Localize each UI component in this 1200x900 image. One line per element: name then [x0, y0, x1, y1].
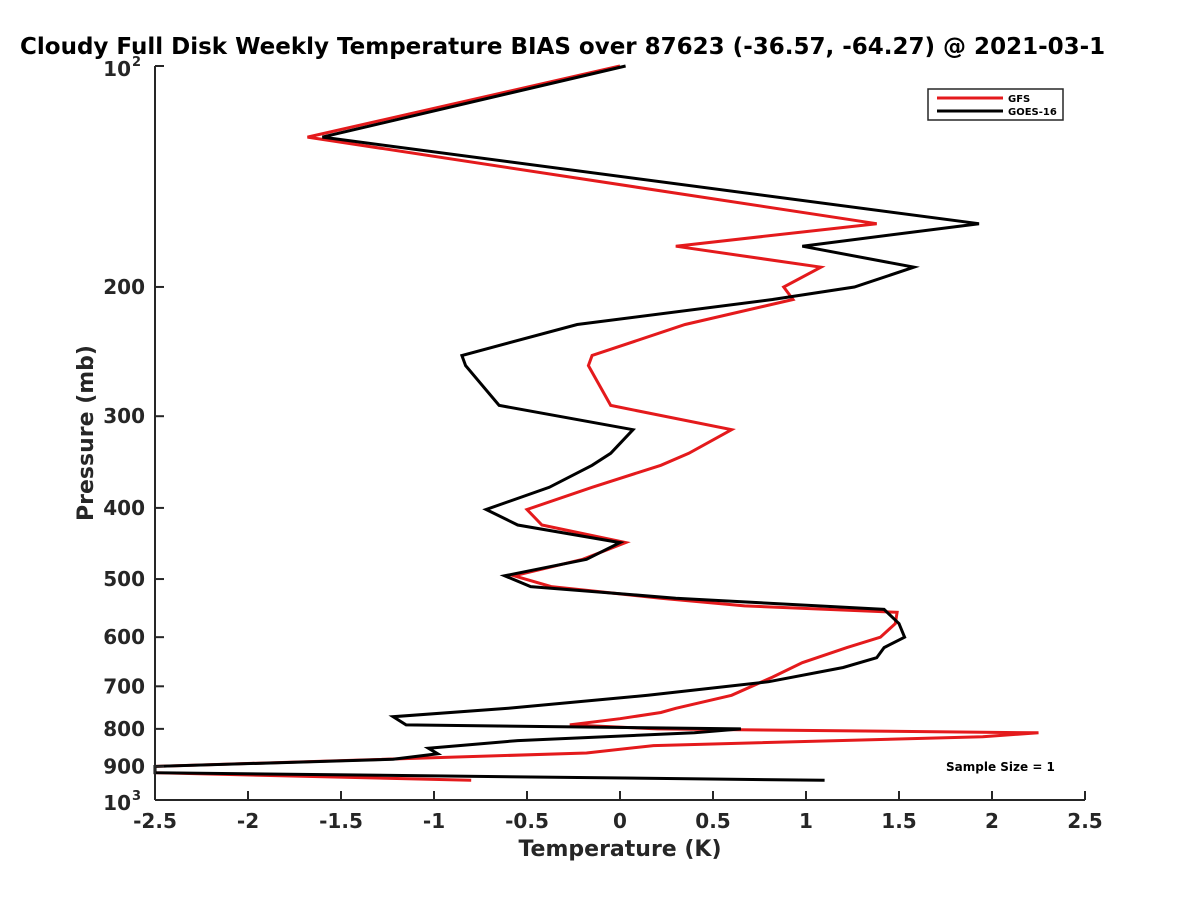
legend: GFS GOES-16 — [927, 88, 1064, 121]
legend-label-goes-16: GOES-16 — [1008, 107, 1057, 118]
x-tick-label: 0 — [613, 809, 627, 833]
x-tick-label: 1.5 — [881, 809, 916, 833]
x-axis-ticks: -2.5 -2 -1.5 -1 -0.5 0 0.5 1 1.5 2 2.5 — [133, 791, 1103, 833]
x-tick-label: -2 — [237, 809, 259, 833]
x-tick-label: -1 — [423, 809, 445, 833]
x-tick-label: 0.5 — [695, 809, 730, 833]
y-tick-label-exponent: 2 — [132, 55, 141, 70]
x-axis-label: Temperature (K) — [518, 837, 721, 862]
y-tick-label: 200 — [103, 275, 145, 299]
legend-label-gfs: GFS — [1008, 94, 1030, 105]
x-tick-label: -0.5 — [505, 809, 549, 833]
y-tick-label: 900 — [103, 754, 145, 778]
chart-title: Cloudy Full Disk Weekly Temperature BIAS… — [20, 34, 1105, 60]
x-tick-label: 2 — [985, 809, 999, 833]
y-tick-label: 700 — [103, 674, 145, 698]
y-axis-label: Pressure (mb) — [74, 345, 99, 521]
x-tick-label: 2.5 — [1067, 809, 1102, 833]
y-tick-label: 600 — [103, 625, 145, 649]
y-tick-label: 10 — [103, 57, 131, 81]
x-tick-label: -2.5 — [133, 809, 177, 833]
y-tick-label: 10 — [103, 791, 131, 815]
x-tick-label: -1.5 — [319, 809, 363, 833]
series-layer — [153, 64, 1039, 782]
y-tick-label: 400 — [103, 496, 145, 520]
y-tick-label: 800 — [103, 717, 145, 741]
sample-size-annotation: Sample Size = 1 — [946, 760, 1055, 774]
x-tick-label: 1 — [799, 809, 813, 833]
y-tick-label-exponent: 3 — [132, 789, 141, 804]
y-tick-label: 500 — [103, 567, 145, 591]
legend-box — [927, 88, 1064, 121]
series-line-goes-16 — [153, 64, 980, 782]
y-tick-label: 300 — [103, 404, 145, 428]
